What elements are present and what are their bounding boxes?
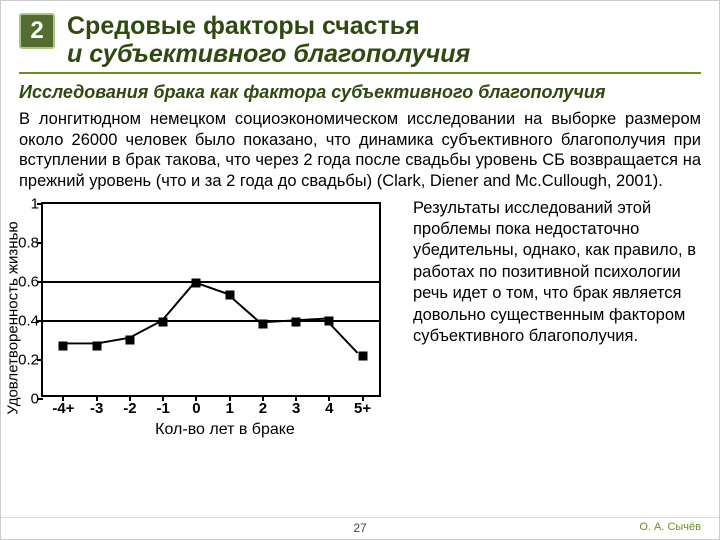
- chart-data-point: [325, 316, 334, 325]
- side-paragraph: Результаты исследований этой проблемы по…: [413, 198, 701, 439]
- chart-ytick-label: 0.8: [9, 234, 39, 251]
- content-row: Удовлетворенность жизнью 00.20.40.60.81-…: [19, 198, 701, 439]
- section-number-box: 2: [19, 13, 55, 49]
- chart-xtick-label: 2: [259, 400, 267, 417]
- chart-ytick-label: 0: [9, 390, 39, 407]
- chart-ytick-label: 0.6: [9, 273, 39, 290]
- chart-gridline: [43, 281, 379, 283]
- chart-xtick-label: 4: [325, 400, 333, 417]
- title-line-2: и субъективного благополучия: [67, 41, 470, 69]
- chart-plot-area: 00.20.40.60.81-4+-3-2-1012345+: [41, 202, 381, 397]
- chart-container: Удовлетворенность жизнью 00.20.40.60.81-…: [19, 198, 399, 439]
- title-line-1: Средовые факторы счастья: [67, 13, 470, 41]
- chart-data-point: [358, 351, 367, 360]
- chart-data-point: [159, 318, 168, 327]
- chart-xtick-label: 5+: [354, 400, 371, 417]
- author-name: О. А. Сычёв: [639, 521, 701, 533]
- chart-xtick-label: -2: [123, 400, 136, 417]
- slide: 2 Средовые факторы счастья и субъективно…: [0, 0, 720, 540]
- chart-ytick-label: 0.2: [9, 351, 39, 368]
- chart-data-point: [292, 318, 301, 327]
- chart-xtick-label: -1: [156, 400, 169, 417]
- chart-xtick-label: 0: [192, 400, 200, 417]
- chart-xtick-label: 1: [225, 400, 233, 417]
- chart-ytick-label: 1: [9, 195, 39, 212]
- chart-xtick-label: -4+: [52, 400, 74, 417]
- chart-data-point: [59, 341, 68, 350]
- page-number: 27: [353, 521, 366, 535]
- slide-title: Средовые факторы счастья и субъективного…: [67, 13, 470, 68]
- footer: 27 О. А. Сычёв: [1, 517, 719, 533]
- chart-ytick-label: 0.4: [9, 312, 39, 329]
- chart-data-point: [225, 291, 234, 300]
- paragraph-main: В лонгитюдном немецком социоэкономическо…: [19, 109, 701, 192]
- chart-data-point: [92, 341, 101, 350]
- chart-data-point: [192, 279, 201, 288]
- slide-subtitle: Исследования брака как фактора субъектив…: [19, 82, 701, 103]
- chart-data-point: [125, 336, 134, 345]
- chart-xtick-label: -3: [90, 400, 103, 417]
- title-row: 2 Средовые факторы счастья и субъективно…: [19, 13, 701, 74]
- chart-x-axis-label: Кол-во лет в браке: [51, 421, 399, 439]
- chart-data-point: [258, 320, 267, 329]
- chart-line-svg: [43, 204, 379, 395]
- chart-xtick-label: 3: [292, 400, 300, 417]
